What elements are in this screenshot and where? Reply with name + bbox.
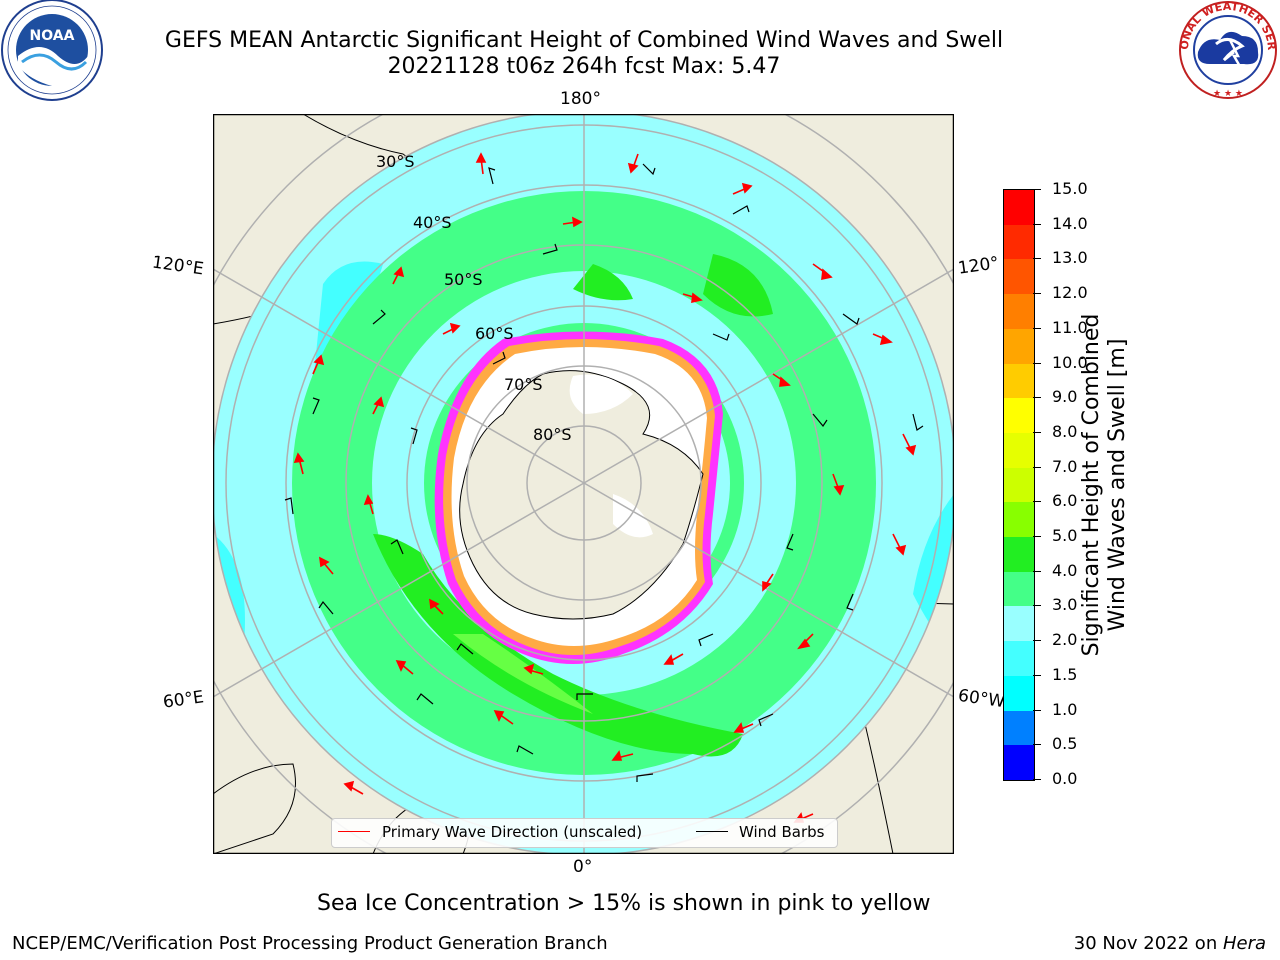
colorbar-tick-label: 12.0: [1052, 283, 1088, 303]
colorbar-tick-mark: [1033, 536, 1041, 538]
lon-label-left-upper: 120°E: [150, 252, 205, 280]
colorbar-tick-label: 3.0: [1052, 595, 1078, 615]
colorbar-tick-mark: [1033, 709, 1041, 711]
colorbar-label-line1: Significant Height of Combined: [1079, 313, 1104, 657]
colorbar-segment: [1004, 294, 1034, 329]
wave-direction-legend-label: Primary Wave Direction (unscaled): [382, 823, 643, 841]
footer-date: 30 Nov 2022 on Hera: [1074, 933, 1266, 954]
colorbar-tick-label: 9.0: [1052, 387, 1078, 407]
colorbar-tick-mark: [1033, 362, 1041, 364]
colorbar-tick-label: 2.0: [1052, 630, 1078, 650]
lon-label-bottom: 0°: [573, 857, 593, 877]
colorbar-tick-mark: [1033, 779, 1041, 780]
wind-barbs-legend-label: Wind Barbs: [739, 823, 825, 841]
nws-logo: ★ ★ ★ NATIONAL WEATHER SERVICE: [1171, 0, 1280, 104]
colorbar-label-line2: Wind Waves and Swell [m]: [1105, 338, 1130, 632]
colorbar-tick-label: 13.0: [1052, 248, 1088, 268]
colorbar-segment: [1004, 745, 1034, 780]
colorbar-tick-mark: [1033, 501, 1041, 503]
colorbar-tick-label: 5.0: [1052, 526, 1078, 546]
noaa-logo: NOAA: [0, 0, 104, 104]
footer-branch: NCEP/EMC/Verification Post Processing Pr…: [12, 933, 608, 954]
colorbar-tick-label: 4.0: [1052, 560, 1078, 580]
colorbar-tick-mark: [1033, 189, 1041, 190]
lon-label-left-lower: 60°E: [161, 687, 206, 713]
colorbar-tick-mark: [1033, 327, 1041, 329]
map-frame: [213, 114, 954, 854]
colorbar-segment: [1004, 641, 1034, 676]
colorbar-tick-mark: [1033, 674, 1041, 676]
colorbar-segment: [1004, 190, 1034, 225]
colorbar-segment: [1004, 537, 1034, 572]
footer-date-text: 30 Nov 2022 on: [1073, 933, 1223, 954]
colorbar-tick-mark: [1033, 466, 1041, 468]
colorbar-tick-mark: [1033, 570, 1041, 572]
noaa-logo-text: NOAA: [30, 28, 75, 44]
colorbar-tick-label: 0.5: [1052, 734, 1078, 754]
colorbar-tick-label: 15.0: [1052, 179, 1088, 198]
colorbar-tick-label: 11.0: [1052, 317, 1088, 337]
strong-wave-band: [373, 534, 743, 757]
lat-label-80s: 80°S: [533, 425, 572, 444]
colorbar-tick-label: 1.5: [1052, 664, 1078, 684]
colorbar-segment: [1004, 571, 1034, 607]
colorbar-segment: [1004, 467, 1034, 503]
wind-barbs: [284, 163, 924, 782]
wave-arrows: [293, 152, 917, 823]
colorbar-segment: [1004, 259, 1034, 295]
wind-barbs-legend-line: [696, 831, 728, 832]
lat-label-70s: 70°S: [504, 375, 543, 394]
lon-label-right-lower: 60°W: [956, 685, 1007, 713]
colorbar-tick-mark: [1033, 258, 1041, 260]
colorbar-tick-label: 14.0: [1052, 213, 1088, 233]
colorbar-segment: [1004, 502, 1034, 538]
chart-title-line2: 20221128 t06z 264h fcst Max: 5.47: [387, 54, 781, 79]
colorbar-segment: [1004, 710, 1034, 746]
lat-label-50s: 50°S: [444, 270, 483, 289]
colorbar-segment: [1004, 398, 1034, 433]
ross-ice-shelf: [569, 374, 633, 414]
colorbar-tick-label: 10.0: [1052, 352, 1088, 372]
colorbar-tick-mark: [1033, 744, 1041, 746]
meridian-lines: [213, 114, 954, 854]
colorbar-tick-mark: [1033, 223, 1041, 225]
colorbar-segment: [1004, 675, 1034, 711]
colorbar-segment: [1004, 328, 1034, 364]
lat-label-40s: 40°S: [413, 213, 452, 232]
colorbar-segment: [1004, 432, 1034, 468]
colorbar-tick-label: 8.0: [1052, 421, 1078, 441]
colorbar-tick-label: 6.0: [1052, 491, 1078, 511]
colorbar-ticks: [1033, 189, 1043, 780]
map-axes-frame: [213, 114, 954, 854]
madagascar-land: [213, 763, 296, 854]
colorbar-tick-mark: [1033, 293, 1041, 295]
wave-direction-legend-line: [338, 831, 370, 832]
lon-label-right-upper: 120°: [956, 253, 1001, 279]
lon-label-top: 180°: [560, 89, 601, 109]
antarctica-land: [459, 370, 704, 620]
colorbar-tick-mark: [1033, 605, 1041, 607]
colorbar-tick-mark: [1033, 431, 1041, 433]
lat-label-60s: 60°S: [475, 324, 514, 343]
sea-ice-note: Sea Ice Concentration > 15% is shown in …: [317, 891, 931, 916]
lat-label-30s: 30°S: [376, 152, 415, 171]
colorbar-tick-label: 7.0: [1052, 456, 1078, 476]
colorbar-segment: [1004, 363, 1034, 399]
colorbar-segment: [1004, 606, 1034, 642]
colorbar-segment: [1004, 224, 1034, 260]
chart-title-line1: GEFS MEAN Antarctic Significant Height o…: [164, 28, 1004, 53]
colorbar-tick-mark: [1033, 640, 1041, 642]
map-legend: Primary Wave Direction (unscaled) Wind B…: [331, 818, 838, 848]
colorbar-tick-mark: [1033, 397, 1041, 399]
svg-text:★ ★ ★: ★ ★ ★: [1213, 89, 1243, 99]
colorbar-tick-label: 0.0: [1052, 769, 1078, 788]
colorbar-tick-label: 1.0: [1052, 699, 1078, 719]
polar-map: [213, 114, 954, 854]
footer-machine: Hera: [1222, 933, 1266, 954]
colorbar: [1003, 189, 1035, 781]
